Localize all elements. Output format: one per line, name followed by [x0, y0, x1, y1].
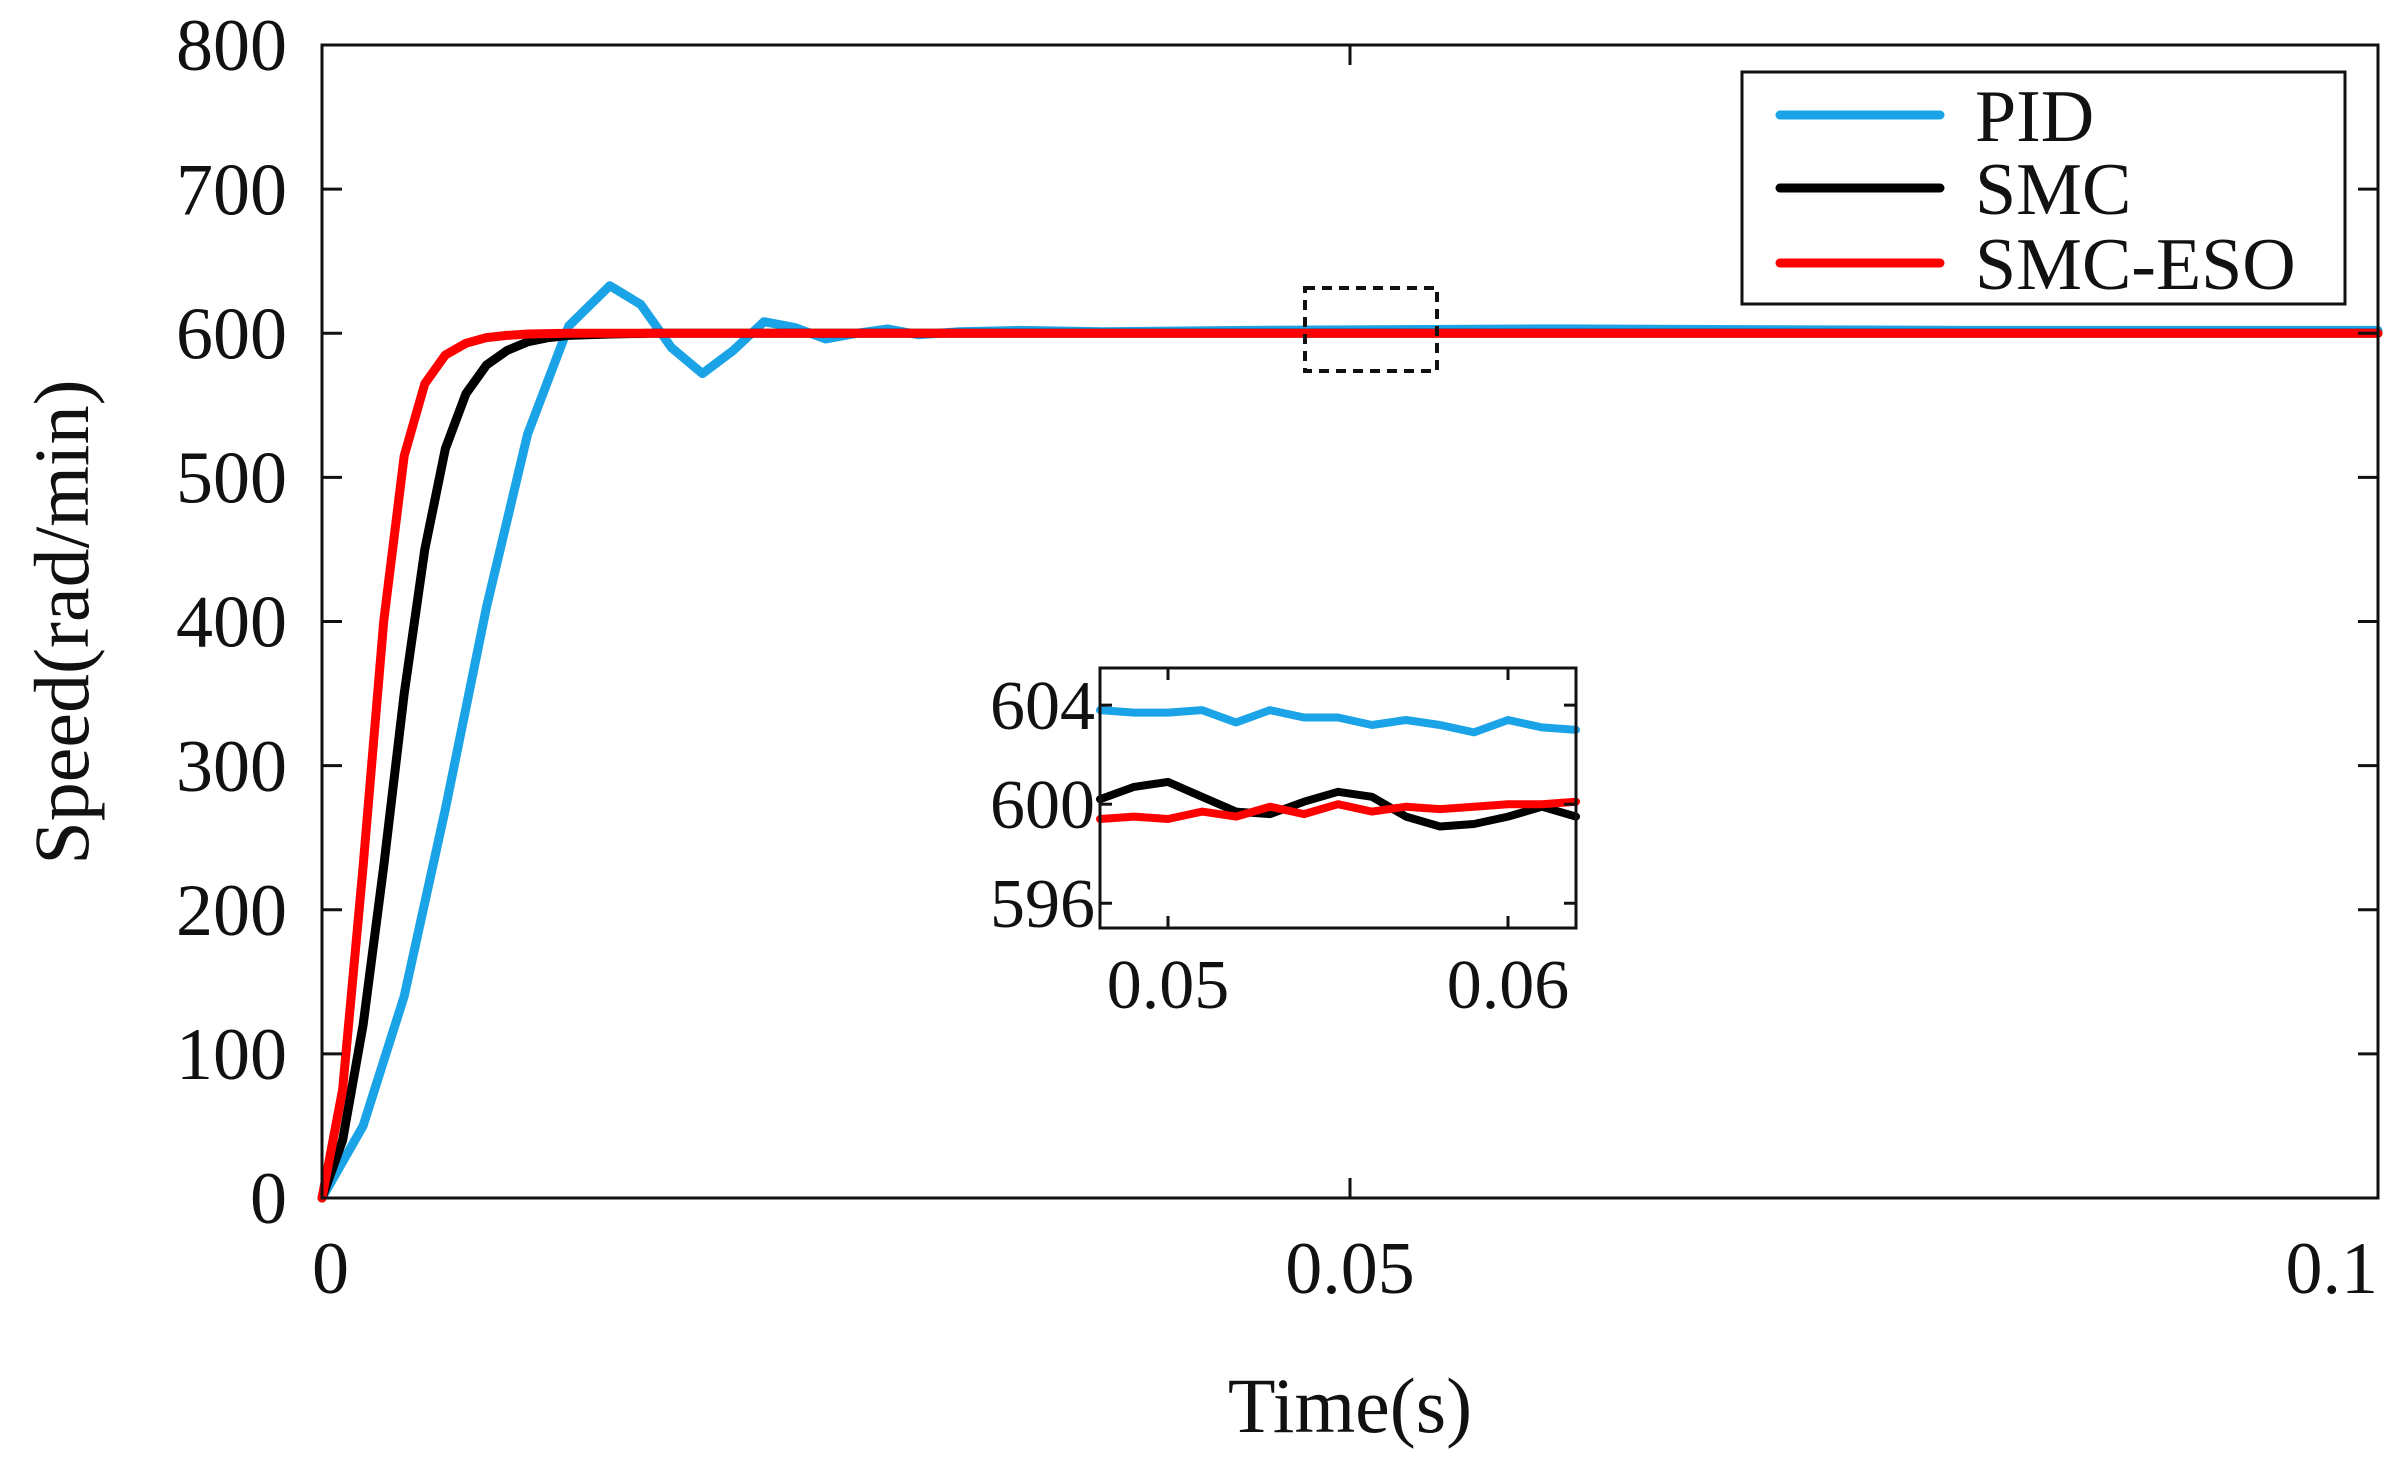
inset-plot: 0.05 0.06 596 600 604: [990, 666, 1580, 1024]
main-plot: 0 0.05 0.1 0 100 200 300 400 500 600 700 800 Time(s…: [18, 5, 2383, 1449]
inset-y-tick-label: 604: [990, 668, 1095, 745]
main-series-group: [317, 281, 2383, 1203]
main-y-tick-label: 400: [176, 582, 287, 664]
legend: PID SMC SMC-ESO: [1740, 70, 2347, 306]
legend-label-smc: SMC: [1975, 149, 2131, 231]
legend-label-smc-eso: SMC-ESO: [1975, 224, 2296, 306]
inset-series-pid: [1096, 706, 1580, 737]
inset-ticks-group: 0.05 0.06 596 600 604: [990, 668, 1576, 1024]
main-y-tick-label: 700: [176, 149, 287, 231]
main-y-tick-label: 0: [250, 1158, 287, 1240]
inset-y-tick-label: 600: [990, 767, 1095, 844]
main-x-tick-label: 0: [312, 1228, 349, 1310]
inset-series-smc-eso: [1096, 797, 1580, 823]
inset-x-tick-label: 0.05: [1107, 947, 1230, 1024]
main-series-smc-eso: [317, 328, 2383, 1203]
main-y-tick-label: 600: [176, 293, 287, 375]
main-ticks-group: 0 0.05 0.1 0 100 200 300 400 500 600 700 800: [176, 5, 2380, 1310]
legend-label-pid: PID: [1975, 76, 2094, 158]
main-y-tick-label: 300: [176, 726, 287, 808]
main-y-tick-label: 800: [176, 5, 287, 87]
main-y-tick-label: 500: [176, 438, 287, 520]
inset-y-tick-label: 596: [990, 866, 1095, 943]
y-axis-label: Speed(rad/min): [18, 379, 105, 864]
x-axis-label: Time(s): [1228, 1362, 1472, 1449]
inset-plot-frame: [1098, 666, 1578, 930]
inset-series-smc: [1096, 777, 1580, 831]
inset-series-group: [1096, 706, 1580, 831]
main-y-tick-label: 100: [176, 1014, 287, 1096]
main-x-tick-label: 0.1: [2286, 1228, 2379, 1310]
inset-background: [1100, 668, 1576, 928]
inset-x-tick-label: 0.06: [1447, 947, 1570, 1024]
zoom-region-box: [1303, 286, 1439, 373]
main-y-tick-label: 200: [176, 870, 287, 952]
main-x-tick-label: 0.05: [1285, 1228, 1415, 1310]
